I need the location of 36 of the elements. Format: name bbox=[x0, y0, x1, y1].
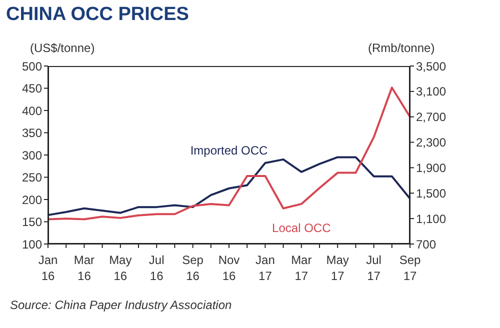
x-tick-label: Mar 16 bbox=[74, 253, 95, 283]
x-tick-label: Jul 17 bbox=[366, 253, 382, 283]
y2-tick-label: 1,500 bbox=[416, 186, 446, 200]
line-series bbox=[47, 86, 411, 220]
y-tick-label: 200 bbox=[22, 192, 42, 207]
source-note: Source: China Paper Industry Association bbox=[10, 298, 232, 312]
y2-axis-title: (Rmb/tonne) bbox=[368, 41, 435, 55]
y-tick-label: 150 bbox=[22, 215, 42, 230]
y2-tick-label: 3,100 bbox=[416, 84, 446, 99]
x-tick-label: Nov 16 bbox=[218, 253, 240, 283]
y2-tick-label: 2,300 bbox=[416, 136, 446, 150]
series-label: Local OCC bbox=[272, 220, 332, 235]
y-tick-label: 250 bbox=[22, 170, 42, 185]
x-tick-label: Jan 17 bbox=[256, 253, 275, 283]
x-tick-label: Sep 17 bbox=[399, 253, 421, 283]
x-tick-label: May 16 bbox=[109, 253, 132, 283]
y-tick-label: 300 bbox=[22, 148, 42, 162]
y2-tick-label: 700 bbox=[416, 237, 436, 252]
y-tick-label: 100 bbox=[22, 237, 42, 252]
y2-tick-label: 1,900 bbox=[416, 160, 446, 175]
y2-tick-label: 3,500 bbox=[416, 59, 446, 74]
line-series bbox=[47, 156, 411, 216]
x-tick-label: Mar 17 bbox=[291, 253, 312, 283]
y-tick-label: 500 bbox=[22, 59, 42, 74]
x-tick-label: May 17 bbox=[326, 253, 349, 283]
y-axis-title: (US$/tonne) bbox=[30, 41, 95, 55]
y2-tick-label: 2,700 bbox=[416, 110, 446, 124]
series-label: Imported OCC bbox=[190, 143, 268, 158]
x-tick-label: Jul 16 bbox=[148, 253, 164, 283]
x-tick-label: Jan 16 bbox=[38, 253, 58, 283]
y2-tick-label: 1,100 bbox=[416, 212, 446, 226]
y-tick-label: 450 bbox=[22, 82, 42, 96]
x-tick-label: Sep 16 bbox=[182, 253, 204, 283]
y-tick-label: 350 bbox=[22, 126, 42, 140]
y-tick-label: 400 bbox=[22, 104, 42, 118]
chart-title: CHINA OCC PRICES bbox=[6, 4, 189, 26]
